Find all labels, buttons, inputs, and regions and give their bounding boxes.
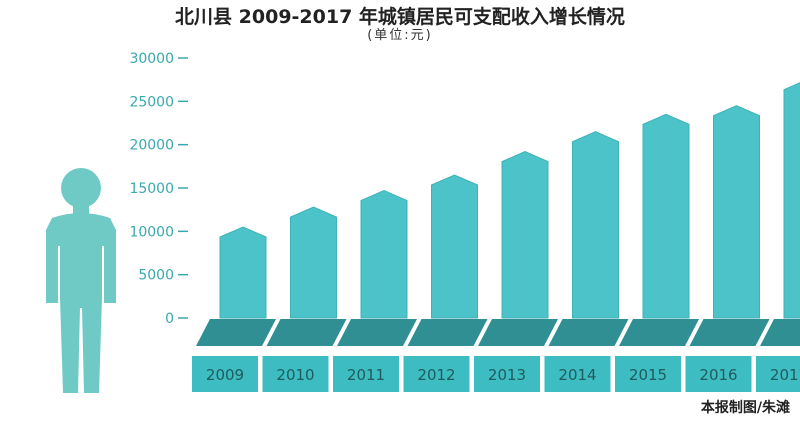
x-tag-box [685,356,752,392]
x-tag-box [403,356,470,392]
bar-base [689,319,770,346]
bar-base [266,319,347,346]
y-tick-label: 30000 [129,51,174,67]
x-tick-label: 2011 [347,366,385,384]
x-tick-label: 2012 [417,366,455,384]
y-tick-label: 10000 [129,224,174,240]
bar-2012 [431,174,478,319]
bar-base [337,319,417,346]
bar-2010 [290,206,337,319]
bar-2013 [501,151,549,319]
x-tag-box [192,356,258,392]
x-tag-box [262,356,329,392]
x-tag-box [615,356,681,392]
y-tick-label: 15000 [129,181,174,197]
credit-text: 本报制图/朱滩 [700,400,790,416]
bar-base [760,319,800,346]
x-tick-label: 2015 [629,366,667,384]
y-tick-label: 25000 [129,94,174,110]
y-axis: 30000 25000 20000 15000 10000 5000 0 [129,51,188,327]
bar-2011 [360,190,408,319]
x-tag-box [544,356,611,392]
bar-base [407,319,488,346]
x-tick-label: 2013 [488,366,526,384]
x-tag-box [474,356,540,392]
bar-2014 [572,131,619,319]
bar-2016 [713,105,760,319]
y-tick-label: 0 [165,311,174,327]
x-tag-box [756,356,800,392]
x-tick-label: 2009 [206,366,244,384]
bar-base [548,319,629,346]
person-silhouette-icon [46,168,116,393]
x-tick-label: 2016 [699,366,737,384]
bar-2015 [642,113,690,319]
x-axis: 2009 2010 2011 2012 2013 2014 2015 2016 2017 [192,356,800,392]
chart-title: 北川县 2009-2017 年城镇居民可支配收入增长情况 [175,6,625,28]
chart-unit-label: (单位:元) [367,28,433,43]
bar-2009 [219,226,267,319]
bar-2017 [783,82,800,319]
x-tick-label: 2010 [276,366,314,384]
x-tick-label: 2017 [770,366,800,384]
bar-series [196,82,800,346]
bar-base [619,319,699,346]
x-tick-label: 2014 [558,366,596,384]
bar-base [478,319,558,346]
bar-base [196,319,276,346]
y-tick-label: 20000 [129,138,174,154]
y-tick-label: 5000 [138,268,174,284]
x-tag-box [333,356,399,392]
